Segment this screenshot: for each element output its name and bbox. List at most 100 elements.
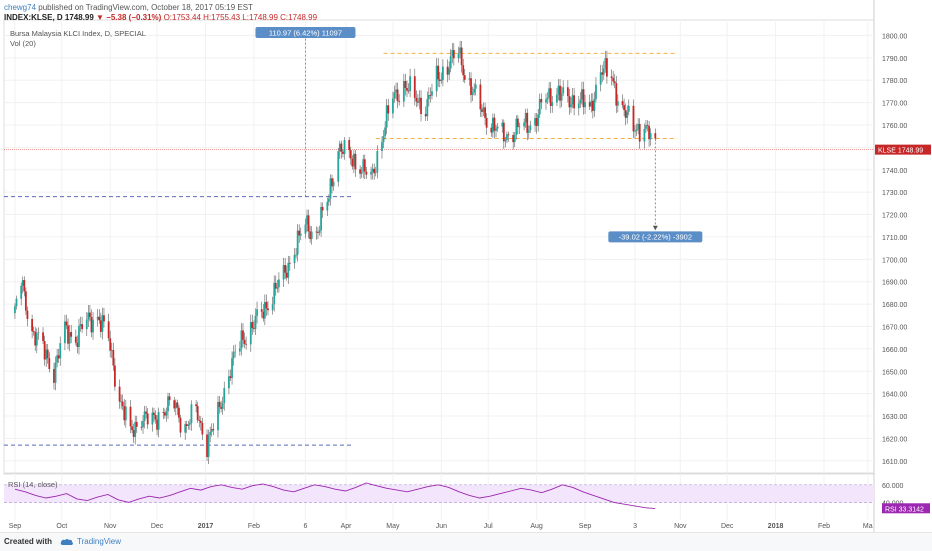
- candle-up: [374, 172, 377, 174]
- series-title[interactable]: Bursa Malaysia KLCI Index, D, SPECIAL: [10, 29, 146, 38]
- symbol-header: INDEX:KLSE, D 1748.99 ▼ −5.38 (−0.31%) O…: [4, 13, 317, 22]
- candle-down: [26, 310, 29, 319]
- candle-up: [282, 265, 285, 280]
- candle-up: [593, 99, 596, 111]
- x-tick-label: Oct: [56, 523, 67, 530]
- candle-down: [76, 342, 79, 347]
- candle-up: [37, 332, 40, 334]
- candle-up: [276, 287, 279, 289]
- candle-down: [484, 107, 486, 118]
- candle-up: [426, 99, 429, 117]
- candle-up: [590, 100, 593, 107]
- candle-down: [118, 386, 121, 402]
- candle-up: [468, 78, 471, 80]
- candle-up: [551, 102, 554, 106]
- y-tick-label: 1790.00: [882, 56, 907, 63]
- candle-down: [638, 123, 641, 142]
- candle-up: [310, 231, 313, 240]
- price-axis[interactable]: 1610.00 1620.00 1630.00 1640.00 1650.00 1660.…: [875, 33, 931, 514]
- candle-up: [210, 428, 213, 433]
- publish-header: chewg74 published on TradingView.com, Oc…: [4, 3, 253, 12]
- candle-up: [110, 350, 113, 351]
- candle-down: [212, 428, 215, 431]
- x-tick-label: Ma: [863, 523, 873, 530]
- candle-up: [187, 424, 190, 426]
- rsi-legend[interactable]: RSI (14, close): [8, 480, 58, 489]
- candle-up: [382, 136, 385, 143]
- x-tick-label: Jun: [436, 523, 447, 530]
- candle-down: [162, 412, 165, 413]
- candle-up: [495, 128, 497, 131]
- author-link[interactable]: chewg74: [4, 3, 37, 12]
- candle-down: [99, 320, 102, 332]
- candle-down: [113, 365, 116, 387]
- candle-up: [506, 134, 508, 140]
- candle-up: [320, 206, 322, 231]
- candle-down: [242, 330, 244, 340]
- candle-up: [376, 151, 379, 173]
- y-tick-label: 1780.00: [882, 78, 907, 85]
- candle-down: [591, 100, 594, 111]
- tradingview-logo[interactable]: TradingView: [60, 537, 121, 546]
- candle-up: [560, 93, 563, 101]
- candle-down: [429, 94, 432, 96]
- candle-up: [263, 302, 266, 319]
- candle-up: [457, 53, 460, 59]
- candle-up: [15, 298, 18, 307]
- candle-down: [163, 412, 166, 416]
- candle-down: [535, 118, 538, 126]
- candle-up: [627, 105, 630, 112]
- candle-down: [265, 302, 268, 309]
- candle-up: [643, 128, 646, 142]
- candle-up: [21, 280, 24, 286]
- candle-down: [463, 75, 466, 80]
- candle-up: [221, 403, 224, 409]
- candle-down: [348, 140, 351, 151]
- candle-down: [566, 87, 569, 97]
- candle-down: [267, 308, 269, 311]
- candle-down: [140, 426, 143, 428]
- candle-down: [321, 206, 324, 211]
- candle-down: [32, 331, 35, 332]
- x-tick-label: Dec: [151, 523, 164, 530]
- candle-up: [329, 178, 332, 199]
- candle-up: [59, 343, 62, 359]
- y-tick-label: 1610.00: [882, 459, 907, 466]
- y-tick-label: 1630.00: [882, 414, 907, 421]
- candle-down: [198, 420, 201, 421]
- candle-down: [103, 315, 105, 322]
- candlestick-chart[interactable]: 1610.00 1620.00 1630.00 1640.00 1650.00 1660.…: [0, 0, 932, 532]
- time-axis[interactable]: Sep Oct Nov Dec 2017 Feb 6 Apr May Jun Jul Aug Sep 3 N…: [9, 523, 873, 530]
- candle-down: [623, 105, 625, 111]
- candle-up: [440, 80, 443, 82]
- candle-down: [81, 324, 83, 330]
- candle-up: [537, 114, 540, 126]
- footer-bar: Created with TradingView: [0, 532, 932, 551]
- candle-down: [540, 99, 543, 103]
- candle-down: [23, 280, 26, 292]
- volume-legend[interactable]: Vol (20): [10, 39, 36, 48]
- candle-up: [451, 50, 454, 57]
- candle-down: [413, 76, 416, 98]
- candle-up: [370, 171, 372, 175]
- candle-down: [615, 83, 618, 106]
- candle-up: [304, 224, 307, 234]
- rsi-line: [14, 482, 656, 510]
- candle-down: [229, 376, 232, 379]
- candle-up: [249, 322, 252, 345]
- candle-up: [529, 125, 532, 131]
- rise-callout-box: [255, 27, 356, 38]
- candle-down: [632, 105, 635, 132]
- candle-down: [262, 311, 265, 319]
- candle-up: [409, 76, 412, 91]
- candle-up: [96, 316, 99, 320]
- candle-down: [251, 322, 254, 329]
- candle-up: [515, 118, 518, 136]
- candle-down: [407, 90, 410, 92]
- x-tick-label: 2017: [198, 523, 214, 530]
- candle-up: [524, 112, 527, 123]
- candle-up: [79, 324, 82, 327]
- candle-down: [485, 117, 488, 128]
- candle-down: [46, 349, 49, 359]
- candle-up: [338, 143, 341, 152]
